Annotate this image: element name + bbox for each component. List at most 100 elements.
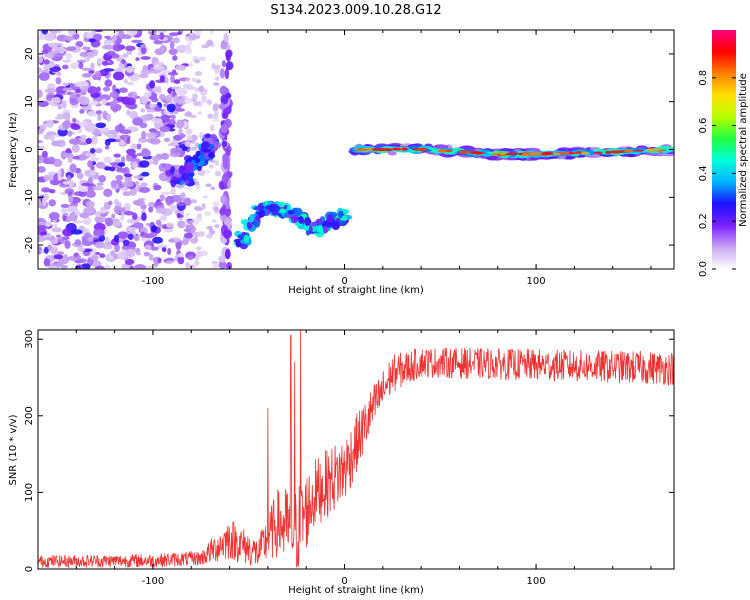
spectrogram-noise-blob — [103, 68, 115, 72]
snr-y-axis-label: SNR (10 * v/v) — [8, 414, 19, 485]
spectrogram-noise-blob — [69, 214, 76, 221]
spectrogram-noise-blob — [97, 114, 102, 121]
spectrogram-noise-blob — [135, 57, 140, 62]
spectrogram-noise-blob — [205, 233, 213, 239]
spectrogram-noise-blob — [186, 134, 193, 142]
spectrogram-track-blob — [283, 212, 289, 218]
spectrogram-line-core — [645, 148, 660, 152]
spectrogram-noise-blob — [105, 217, 114, 227]
spectrogram-noise-blob — [159, 165, 164, 172]
spectrogram-noise-blob — [52, 223, 58, 228]
spectrogram-noise-blob — [131, 39, 143, 43]
spectrogram-noise-blob — [131, 212, 138, 220]
spectrogram-noise-blob — [171, 69, 177, 74]
spectrogram-noise-blob — [85, 190, 96, 198]
spectrogram-noise-blob — [170, 187, 176, 194]
spectrogram-streak-blob — [224, 207, 232, 217]
spectrogram-noise-blob — [128, 92, 133, 98]
spectrogram-track-blob — [246, 221, 253, 230]
spectrogram-streak-blob — [221, 140, 228, 148]
spectrogram-noise-blob — [51, 96, 61, 104]
spectrogram-noise-blob — [184, 112, 193, 117]
spectrogram-noise-blob — [149, 103, 154, 108]
spectrogram-noise-blob — [125, 155, 133, 162]
spectrogram-noise-blob — [60, 203, 70, 209]
spectrogram-noise-blob — [185, 212, 190, 217]
x-tick-label: 0 — [341, 276, 347, 287]
spectrogram-noise-blob — [120, 156, 126, 164]
spectrogram-noise-blob — [144, 244, 152, 250]
spectrogram-noise-blob — [214, 67, 220, 74]
spectrogram-noise-blob — [141, 130, 147, 140]
spectrogram-noise-blob — [41, 30, 49, 35]
spectrogram-noise-blob — [38, 72, 50, 81]
spectrogram-noise-blob — [57, 105, 63, 110]
spectrogram-noise-blob — [72, 155, 80, 160]
spectrogram-noise-blob — [44, 236, 56, 241]
y-tick-label: 100 — [24, 483, 35, 502]
spectrogram-track-blob — [331, 221, 341, 231]
spectrogram-noise-blob — [188, 62, 194, 68]
spectrogram-noise-blob — [49, 134, 55, 142]
y-tick-label: 0 — [24, 566, 35, 572]
spectrogram-noise-blob — [173, 79, 181, 84]
spectrogram-noise-blob — [198, 56, 207, 61]
spectrogram-noise-blob — [70, 62, 79, 70]
spectrogram-noise-blob — [55, 86, 68, 94]
spectrogram-line-core — [541, 152, 554, 155]
spectrogram-noise-blob — [165, 196, 173, 206]
spectrogram-noise-blob — [38, 56, 44, 64]
spectrogram-noise-blob — [39, 124, 48, 130]
spectrogram-noise-blob — [110, 250, 116, 257]
spectrogram-noise-blob — [90, 62, 95, 71]
spectrogram-noise-blob — [212, 103, 220, 110]
spectrogram-noise-blob — [138, 160, 150, 168]
colorbar-tick-label: 0.8 — [698, 70, 709, 86]
spectrogram-track-blob — [338, 210, 344, 219]
spectrogram-line-core — [378, 148, 392, 151]
spectrogram-track-blob — [278, 201, 285, 208]
spectrogram-noise-blob — [82, 216, 92, 225]
spectrogram-noise-blob — [56, 71, 62, 77]
spectrogram-streak-blob — [224, 67, 230, 80]
spectrogram-noise-blob — [177, 252, 184, 258]
spectrogram-noise-blob — [65, 52, 73, 61]
spectrogram-line-core — [521, 152, 529, 156]
spectrogram-noise-blob — [202, 195, 208, 199]
spectrogram-noise-blob — [68, 255, 75, 260]
spectrogram-noise-blob — [212, 201, 220, 208]
snr-frame — [37, 329, 675, 570]
spectrogram-noise-blob — [190, 237, 198, 244]
spectrogram-noise-blob — [161, 247, 167, 253]
spectrogram-noise-blob — [165, 260, 173, 264]
spectrogram-noise-blob — [47, 94, 54, 99]
spectrogram-streak-blob — [223, 217, 232, 228]
spectrogram-noise-blob — [89, 156, 100, 162]
spectrogram-noise-blob — [199, 91, 207, 96]
spectrogram-streak-blob — [183, 168, 190, 175]
spectrogram-noise-blob — [124, 258, 135, 266]
spectrogram-noise-blob — [119, 129, 132, 135]
spectrogram-noise-blob — [118, 30, 125, 39]
spectrogram-noise-blob — [38, 89, 43, 99]
spectrogram-noise-blob — [150, 246, 159, 251]
spectrogram-noise-blob — [77, 246, 86, 252]
spectrogram-noise-blob — [51, 227, 63, 233]
spectrogram-noise-blob — [159, 215, 168, 221]
spectrogram-noise-blob — [104, 264, 111, 269]
spectrogram-noise-blob — [214, 170, 222, 177]
spectrogram-noise-blob — [154, 61, 165, 66]
spectrogram-noise-blob — [43, 174, 51, 182]
spectrogram-streak-blob — [208, 143, 215, 150]
spectrogram-noise-blob — [63, 36, 75, 41]
spectrogram-noise-blob — [214, 76, 220, 82]
spectrogram-noise-blob — [156, 85, 162, 95]
spectrogram-noise-blob — [125, 97, 136, 106]
spectrogram-noise-blob — [109, 166, 116, 172]
spectrogram-line-core — [457, 150, 474, 154]
spectrogram-noise-blob — [210, 124, 215, 132]
spectrogram-noise-blob — [76, 93, 81, 97]
spectrogram-noise-blob — [104, 35, 111, 39]
spectrogram-noise-blob — [124, 45, 136, 51]
